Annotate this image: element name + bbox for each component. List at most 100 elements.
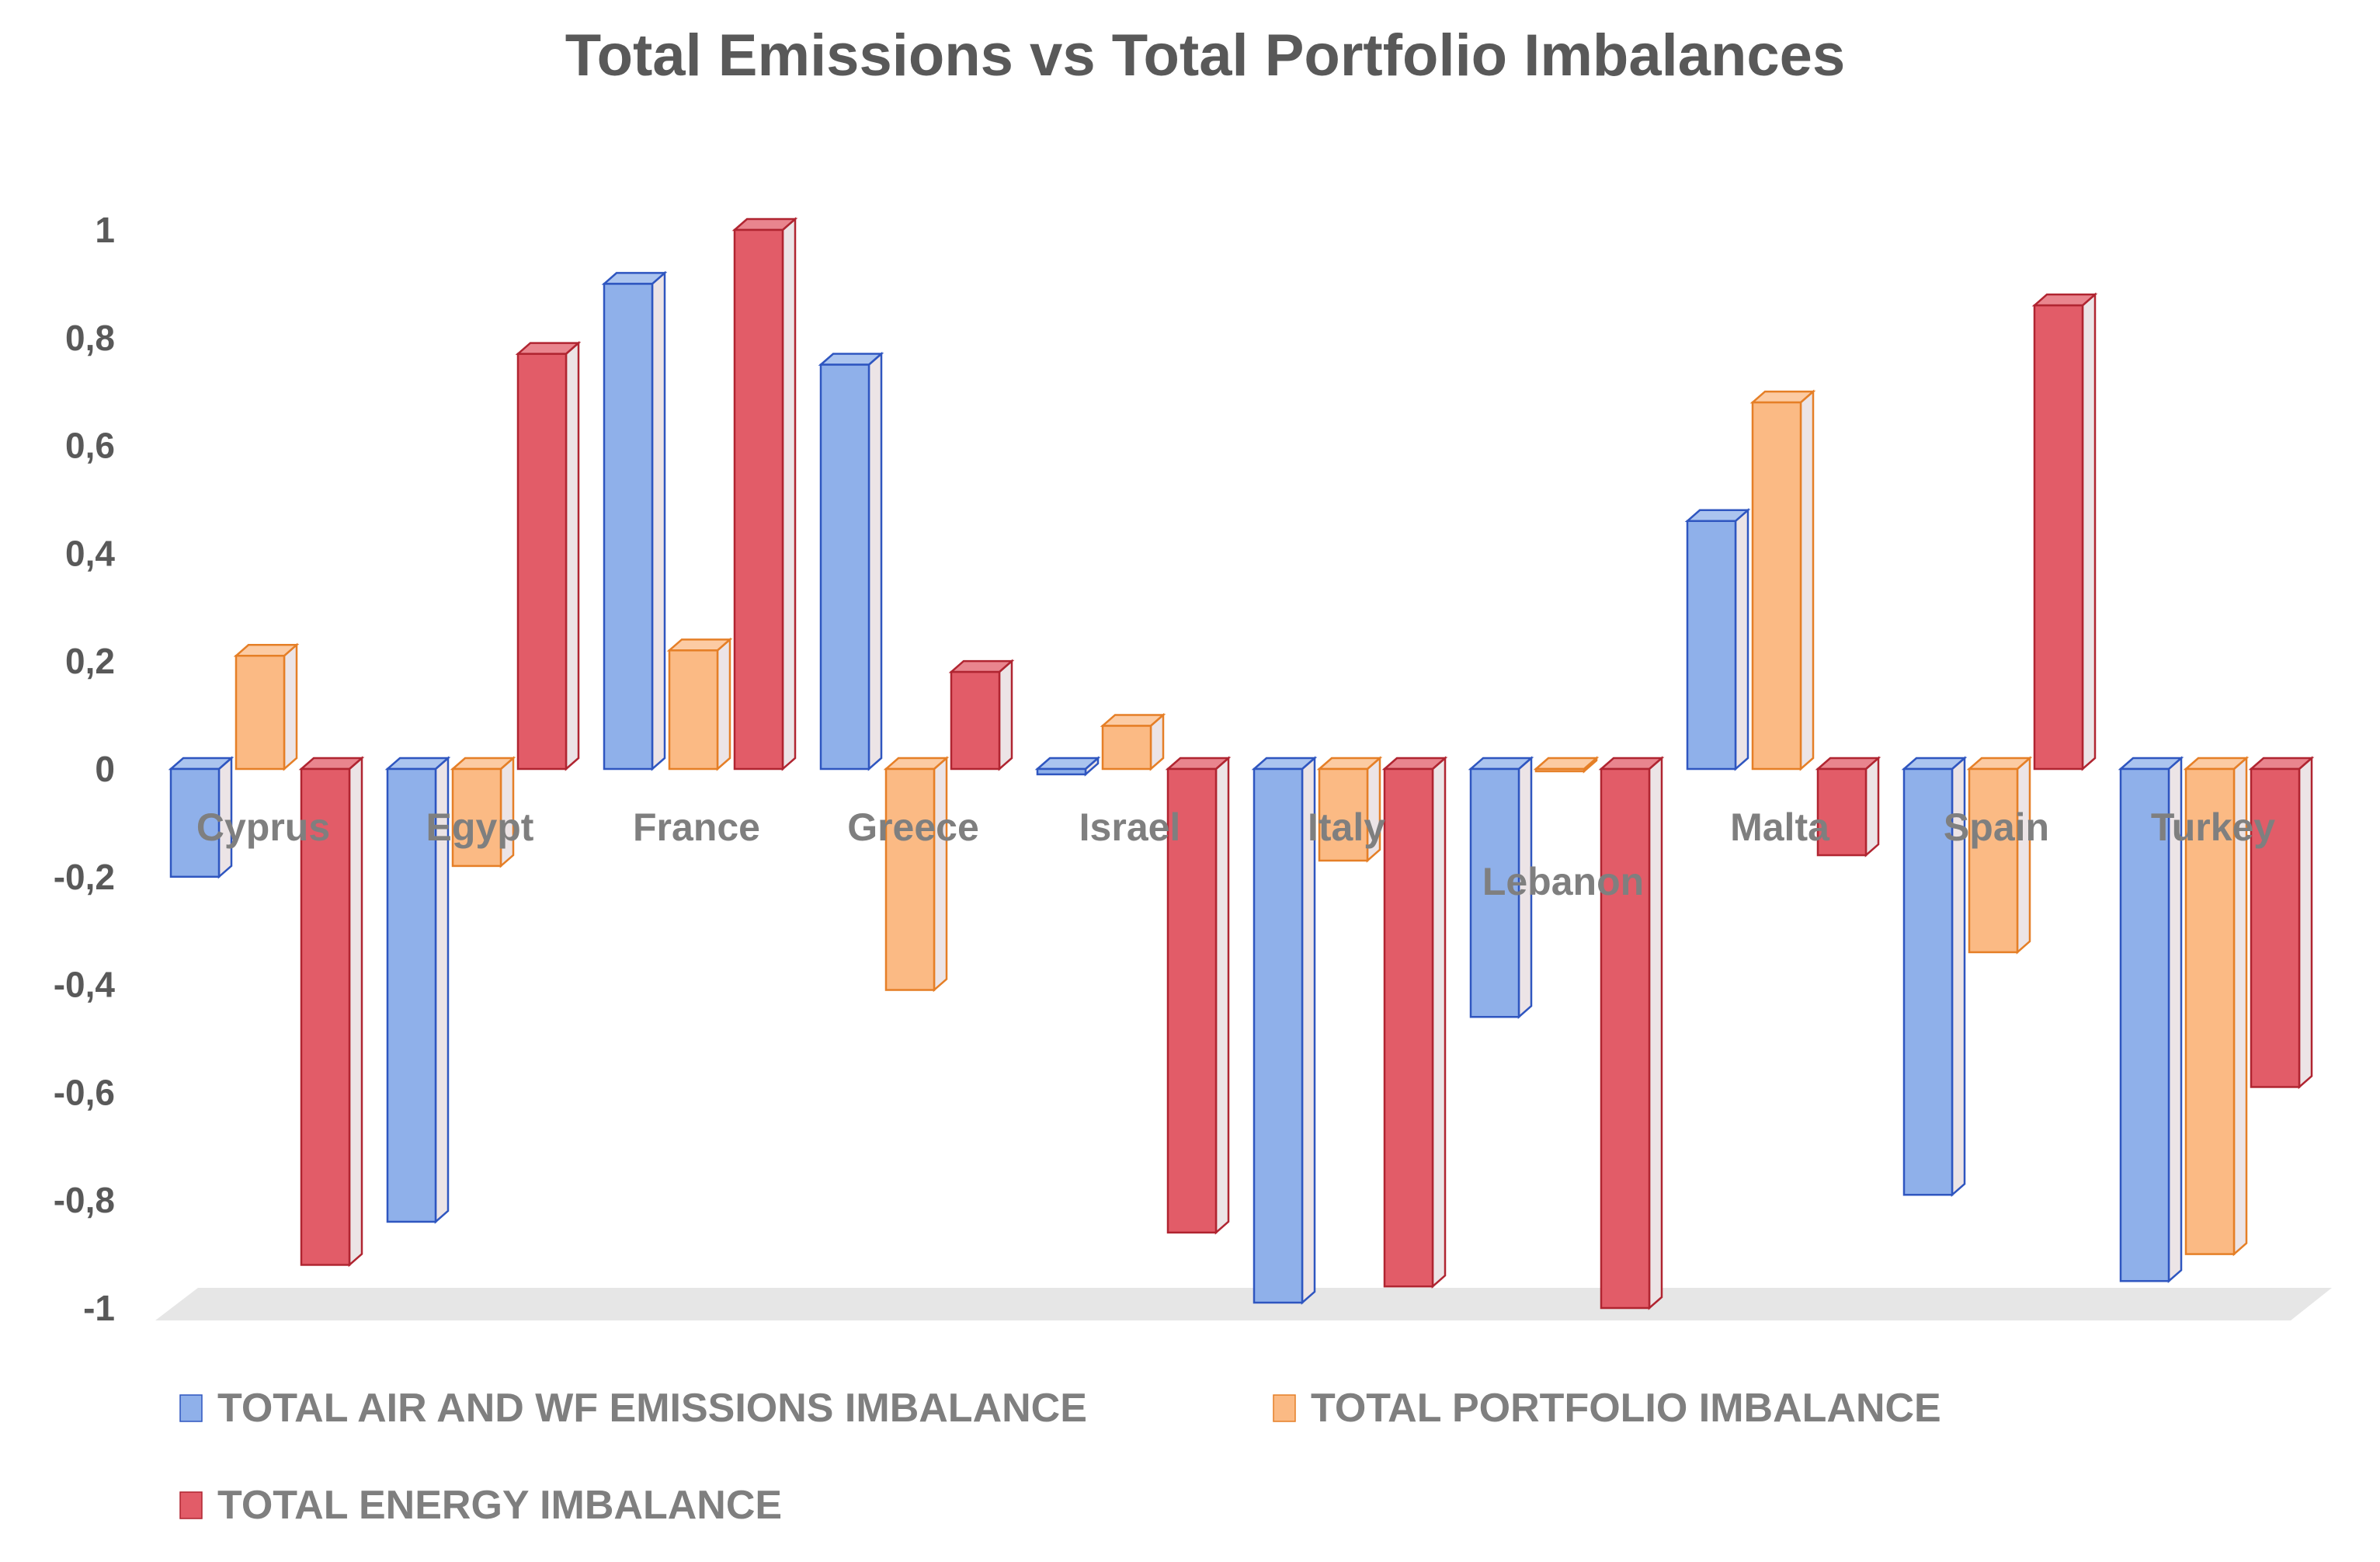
- bar-egypt-series-1: [384, 756, 451, 1224]
- y-tick-label: 0,4: [65, 533, 115, 573]
- category-label-malta: Malta: [1730, 805, 1830, 849]
- bars: [168, 217, 2315, 1310]
- bar-front-face: [451, 767, 502, 868]
- legend-label: TOTAL ENERGY IMBALANCE: [217, 1483, 782, 1528]
- y-tick-label: 0: [95, 749, 115, 789]
- bar-side-face: [348, 756, 363, 1268]
- y-tick-label: 0,8: [65, 318, 115, 358]
- bar-side-face: [1431, 756, 1447, 1289]
- bar-front-face: [235, 655, 286, 771]
- y-tick-label: -0,2: [54, 857, 115, 897]
- bar-front-face: [2033, 304, 2084, 771]
- bar-cyprus-series-3: [298, 756, 365, 1268]
- bar-front-face: [1036, 767, 1087, 776]
- legend-swatch: [179, 1491, 203, 1519]
- bar-front-face: [1253, 767, 1304, 1304]
- bar-front-face: [2119, 767, 2170, 1282]
- bar-turkey-series-3: [2248, 756, 2315, 1090]
- category-label-turkey: Turkey: [2151, 805, 2275, 849]
- legend-item-1: TOTAL AIR AND WF EMISSIONS IMBALANCE: [179, 1386, 1087, 1431]
- bar-front-face: [733, 228, 784, 771]
- bar-malta-series-3: [1815, 756, 1881, 858]
- bar-france-series-2: [666, 637, 733, 771]
- bar-front-face: [386, 767, 437, 1223]
- bar-front-face: [668, 649, 719, 771]
- bar-front-face: [819, 364, 870, 771]
- y-tick-label: 0,6: [65, 426, 115, 466]
- bar-italy-series-2: [1316, 756, 1383, 863]
- bar-side-face: [1734, 508, 1749, 771]
- bar-spain-series-3: [2031, 292, 2098, 771]
- bar-side-face: [1648, 756, 1663, 1310]
- bar-front-face: [1816, 767, 1868, 857]
- bar-malta-series-1: [1684, 508, 1751, 771]
- bar-front-face: [169, 767, 221, 878]
- bar-front-face: [1383, 767, 1434, 1288]
- bar-front-face: [1469, 767, 1520, 1018]
- legend-swatch: [1273, 1394, 1296, 1422]
- category-label-greece: Greece: [847, 805, 979, 849]
- bar-israel-series-1: [1034, 756, 1101, 777]
- bar-malta-series-2: [1749, 389, 1816, 771]
- bar-lebanon-series-2: [1533, 756, 1600, 774]
- bar-side-face: [651, 270, 666, 771]
- bar-front-face: [1751, 401, 1802, 771]
- bar-side-face: [998, 659, 1013, 771]
- bar-side-face: [867, 351, 883, 771]
- category-label-egypt: Egypt: [426, 805, 534, 849]
- bar-egypt-series-3: [515, 340, 582, 771]
- bar-cyprus-series-1: [168, 756, 235, 879]
- bar-side-face: [565, 340, 580, 771]
- bar-france-series-1: [601, 270, 668, 771]
- bar-front-face: [1166, 767, 1218, 1234]
- bar-cyprus-series-2: [233, 642, 300, 771]
- y-tick-label: -1: [83, 1288, 115, 1328]
- bar-spain-series-2: [1966, 756, 2033, 955]
- bar-side-face: [1864, 756, 1880, 858]
- bar-front-face: [1968, 767, 2019, 954]
- bar-greece-series-1: [818, 351, 884, 771]
- category-label-italy: Italy: [1308, 805, 1385, 849]
- bar-front-face: [300, 767, 351, 1266]
- bar-side-face: [933, 756, 948, 993]
- bar-spain-series-1: [1901, 756, 1968, 1198]
- chart-title: Total Emissions vs Total Portfolio Imbal…: [565, 23, 1845, 89]
- bar-italy-series-1: [1251, 756, 1318, 1305]
- bar-side-face: [1214, 756, 1230, 1235]
- x-axis: Cyprus Egypt France Greece Israel Italy Lebano…: [196, 805, 2275, 903]
- bar-lebanon-series-1: [1468, 756, 1534, 1019]
- bar-front-face: [2184, 767, 2236, 1255]
- y-tick-label: -0,6: [54, 1072, 115, 1112]
- y-tick-label: 1: [95, 210, 115, 250]
- legend-label: TOTAL PORTFOLIO IMBALANCE: [1311, 1386, 1941, 1431]
- bar-italy-series-3: [1381, 756, 1448, 1289]
- category-label-france: France: [633, 805, 760, 849]
- bar-greece-series-2: [883, 756, 950, 993]
- bar-israel-series-3: [1165, 756, 1232, 1235]
- y-tick-label: -0,8: [54, 1180, 115, 1220]
- category-label-spain: Spain: [1944, 805, 2049, 849]
- bar-side-face: [716, 637, 731, 771]
- bar-front-face: [950, 670, 1001, 771]
- bar-front-face: [1318, 767, 1369, 862]
- category-label-lebanon: Lebanon: [1482, 860, 1644, 903]
- bar-front-face: [1686, 520, 1737, 771]
- category-label-israel: Israel: [1079, 805, 1181, 849]
- bar-side-face: [1799, 389, 1815, 771]
- legend-item-3: TOTAL ENERGY IMBALANCE: [179, 1483, 782, 1528]
- bar-side-face: [2081, 292, 2097, 771]
- bar-egypt-series-2: [450, 756, 516, 868]
- bar-front-face: [1902, 767, 1954, 1196]
- bar-side-face: [2298, 756, 2313, 1090]
- bar-lebanon-series-3: [1598, 756, 1665, 1310]
- bar-front-face: [884, 767, 936, 991]
- bar-front-face: [1534, 767, 1586, 773]
- legend-item-2: TOTAL PORTFOLIO IMBALANCE: [1273, 1386, 1941, 1431]
- bar-side-face: [781, 217, 797, 771]
- bar-turkey-series-1: [2118, 756, 2184, 1284]
- legend-label: TOTAL AIR AND WF EMISSIONS IMBALANCE: [217, 1386, 1087, 1431]
- y-tick-label: 0,2: [65, 641, 115, 681]
- bar-front-face: [2250, 767, 2301, 1088]
